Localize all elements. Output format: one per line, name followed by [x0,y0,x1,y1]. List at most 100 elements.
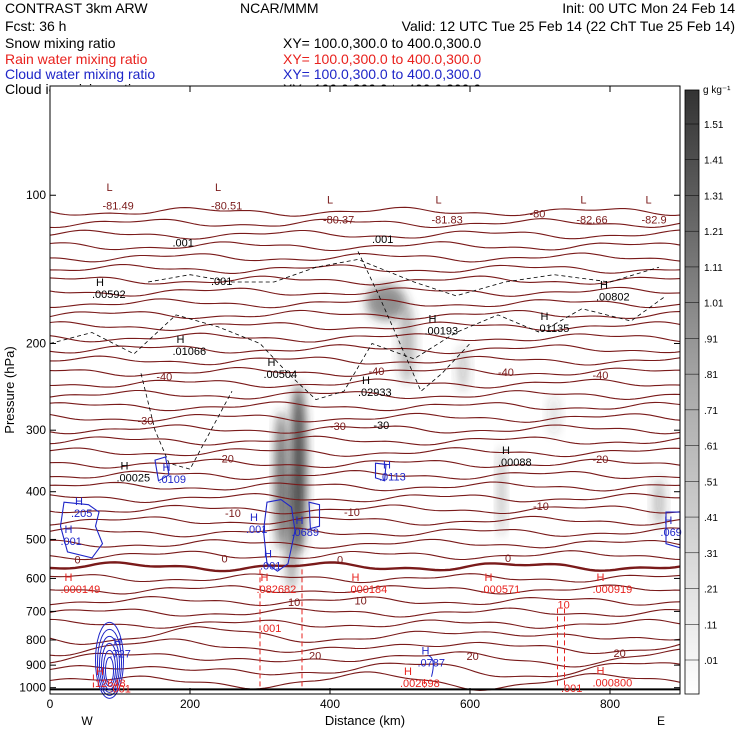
rain-high-value: .002698 [400,678,440,690]
cloud-water-contour [427,654,434,677]
snow-high-marker: H [502,445,510,457]
temperature-contour [49,493,680,504]
temperature-contour [49,218,681,229]
valid-time: Valid: 12 UTC Tue 25 Feb 14 (22 ChT Tue … [402,18,735,34]
low-marker: L [215,182,221,194]
temperature-label: 0 [75,555,81,567]
cloud-ice-contour [140,373,233,470]
cloud-water-high-marker: H [65,524,73,536]
x-right-end-label: E [657,714,665,728]
snow-shade-blob [653,477,665,528]
field-cloudwater-xy: XY= 100.0,300.0 to 400.0,300.0 [283,66,481,82]
init-time: Init: 00 UTC Mon 24 Feb 14 [562,0,735,16]
low-marker: L [436,195,442,207]
temperature-contour [49,596,681,607]
cloud-water-contour [308,501,321,530]
snow-high-marker: H [96,277,104,289]
snow-high-value: .00025 [117,473,151,485]
colorbar-label: .61 [704,442,718,453]
temperature-contour [49,332,681,343]
rain-label: .001 [260,623,281,635]
cloud-water-high-marker: H [664,515,672,527]
snow-high-marker: H [177,334,185,346]
temperature-contour [49,344,681,355]
snow-high-marker: H [362,375,370,387]
cloud-ice-contour [357,251,471,392]
temperature-contour [49,241,681,252]
snow-shade-blob [497,446,506,537]
temperature-contour [50,252,681,263]
colorbar-label: 1.41 [704,156,724,167]
colorbar-label: .11 [704,620,718,631]
temperature-contour [49,527,681,538]
cloud-water-high-value: .0787 [418,657,446,669]
cloud-water-contour [101,642,118,690]
temperature-contour [49,481,681,492]
temperature-contour [49,607,681,618]
cloud-water-high-value: .001 [246,524,267,536]
snow-high-value: .00088 [498,457,532,469]
rain-high-marker: H [485,572,493,584]
cloud-water-contour [154,456,170,482]
snow-high-value: .00504 [264,369,298,381]
rain-high-value: .082682 [257,584,297,596]
y-tick-label: 700 [26,604,46,618]
x-tick-label: 200 [180,697,200,711]
temperature-contour [49,662,681,678]
temperature-contour [49,618,681,629]
colorbar-label: .21 [704,585,718,596]
snow-high-marker: H [600,279,608,291]
colorbar-unit: g kg⁻¹ [703,85,731,96]
temperature-label: -81.83 [432,214,463,226]
colorbar-label: 1.31 [704,191,724,202]
cloud-water-high-marker: H [296,515,304,527]
snow-high-value: .02933 [358,387,392,399]
y-tick-label: 800 [26,633,46,647]
temperature-contour [49,504,681,515]
cloud-water-high-marker: H [250,512,258,524]
temperature-contour [49,275,681,286]
rain-high-marker: H [261,572,269,584]
rain-water-contours [92,569,565,688]
rain-high-value: .000800 [593,677,633,689]
temperature-label: 20 [467,651,479,663]
x-axis-label: Distance (km) [325,713,405,728]
x-left-end-label: W [81,714,93,728]
temperature-contour [49,424,681,435]
temperature-contour [49,206,681,217]
snow-shade-blob [548,395,560,436]
y-tick-label: 200 [26,336,46,350]
temperature-label: 20 [614,648,626,660]
temperature-label: -20 [593,454,609,466]
colorbar-label: .51 [704,477,718,488]
low-marker: L [327,195,333,207]
temperature-contour [49,435,681,446]
field-cloudwater-name: Cloud water mixing ratio [5,66,155,82]
cloud-water-high-value: .0109 [159,474,187,486]
snow-shade-blob [399,303,415,384]
rain-high-marker: H [352,572,360,584]
contour-labels: -81.49 -80.51 -80.37 -81.83 -80 -82.66 -82.9 -4… [61,182,682,696]
organization: NCAR/MMM [240,0,319,16]
snow-high-marker: H [541,311,549,323]
colorbar-label: .01 [704,656,718,667]
snow-shade-blob [366,284,406,321]
rain-high-value: .000919 [593,584,633,596]
cloud-water-high-marker: H [422,645,430,657]
y-tick-label: 400 [26,485,46,499]
temperature-label: -20 [218,454,234,466]
temperature-contour [49,412,681,423]
cloud-water-high-marker: H [114,636,122,648]
snow-high-marker: H [268,357,276,369]
temperature-contour [49,447,681,458]
temperature-label: -40 [156,372,172,384]
temperature-label: 20 [309,651,321,663]
temperature-label: -10 [344,507,360,519]
rain-label: .001 [110,684,131,696]
snow-high-value: .01066 [173,346,207,358]
cloud-water-high-value: .001 [61,536,82,548]
model-title: CONTRAST 3km ARW [5,0,148,16]
snow-high-value: .01135 [537,323,570,335]
cloud-water-high-marker: H [163,462,171,474]
